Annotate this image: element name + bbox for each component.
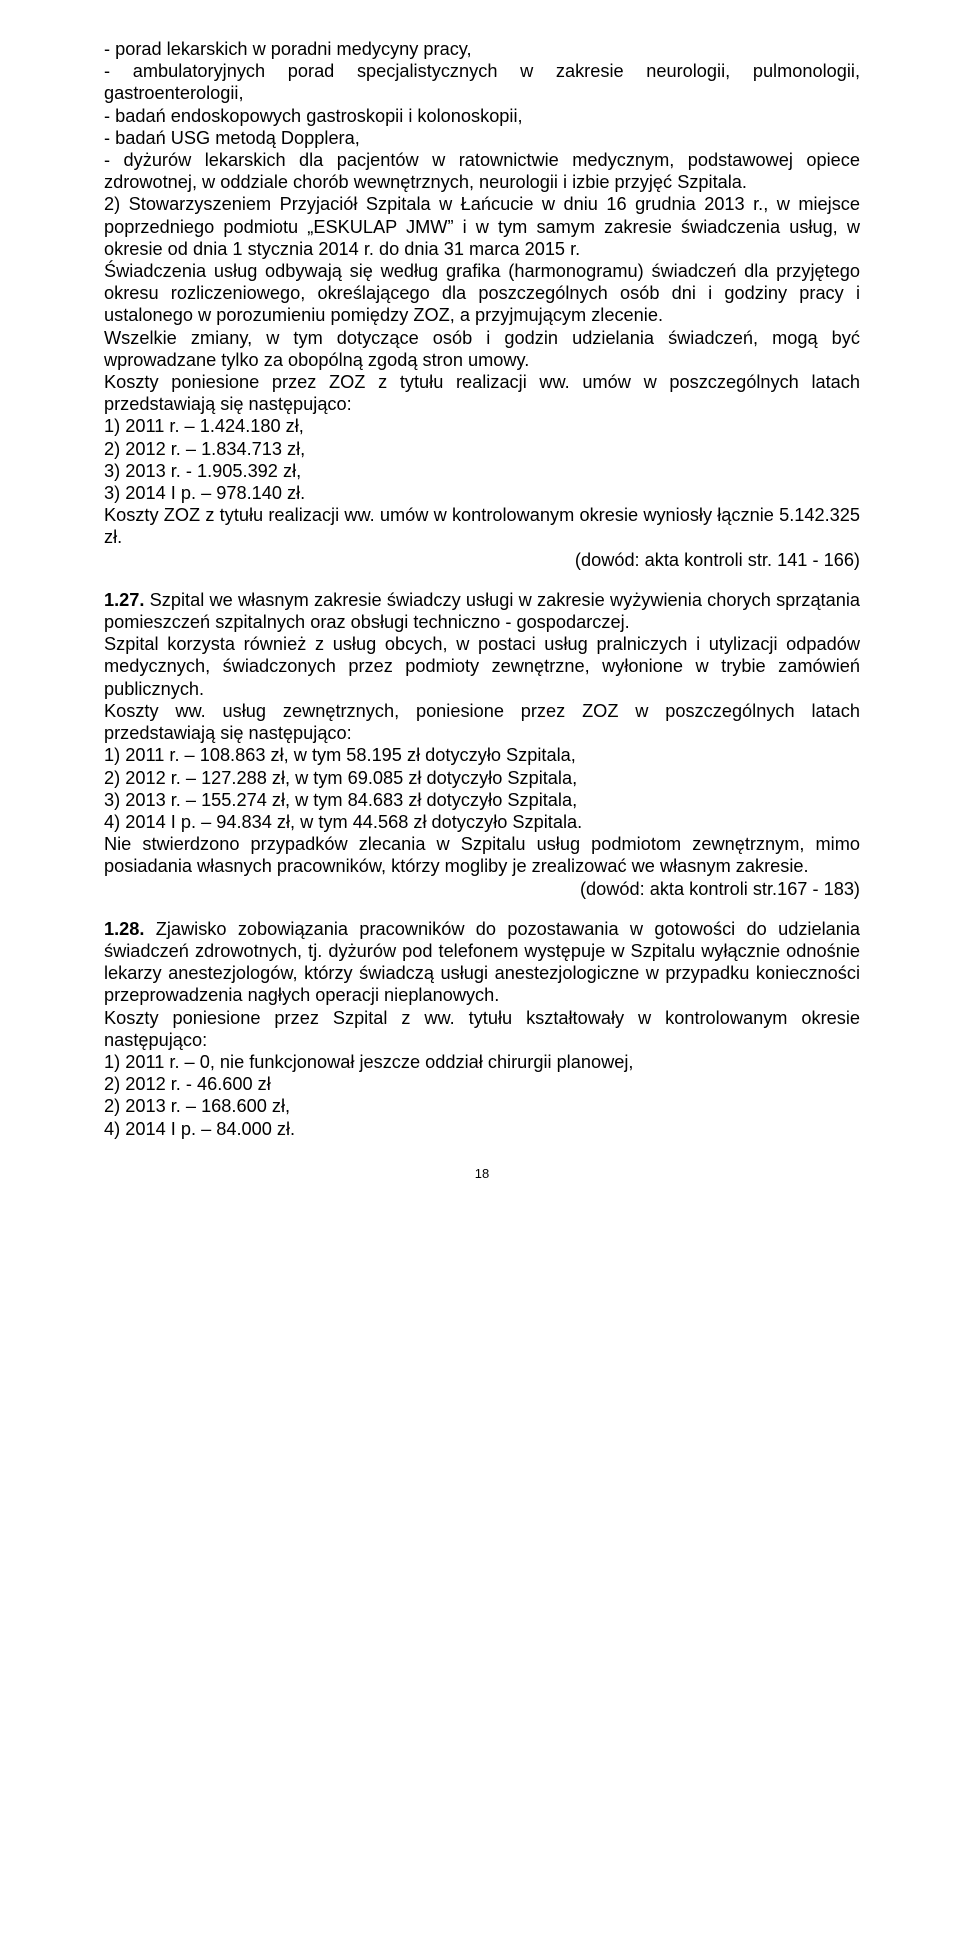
paragraph-main: - porad lekarskich w poradni medycyny pr… xyxy=(104,38,860,549)
evidence-ref-1: (dowód: akta kontroli str. 141 - 166) xyxy=(104,549,860,571)
section-body-128: Zjawisko zobowiązania pracowników do poz… xyxy=(104,919,860,1139)
evidence-ref-2: (dowód: akta kontroli str.167 - 183) xyxy=(104,878,860,900)
section-body-127: Szpital we własnym zakresie świadczy usł… xyxy=(104,590,860,876)
paragraph-128: 1.28. Zjawisko zobowiązania pracowników … xyxy=(104,918,860,1140)
page-number: 18 xyxy=(104,1166,860,1182)
paragraph-127: 1.27. Szpital we własnym zakresie świadc… xyxy=(104,589,860,878)
section-number-127: 1.27. xyxy=(104,590,144,610)
section-number-128: 1.28. xyxy=(104,919,144,939)
